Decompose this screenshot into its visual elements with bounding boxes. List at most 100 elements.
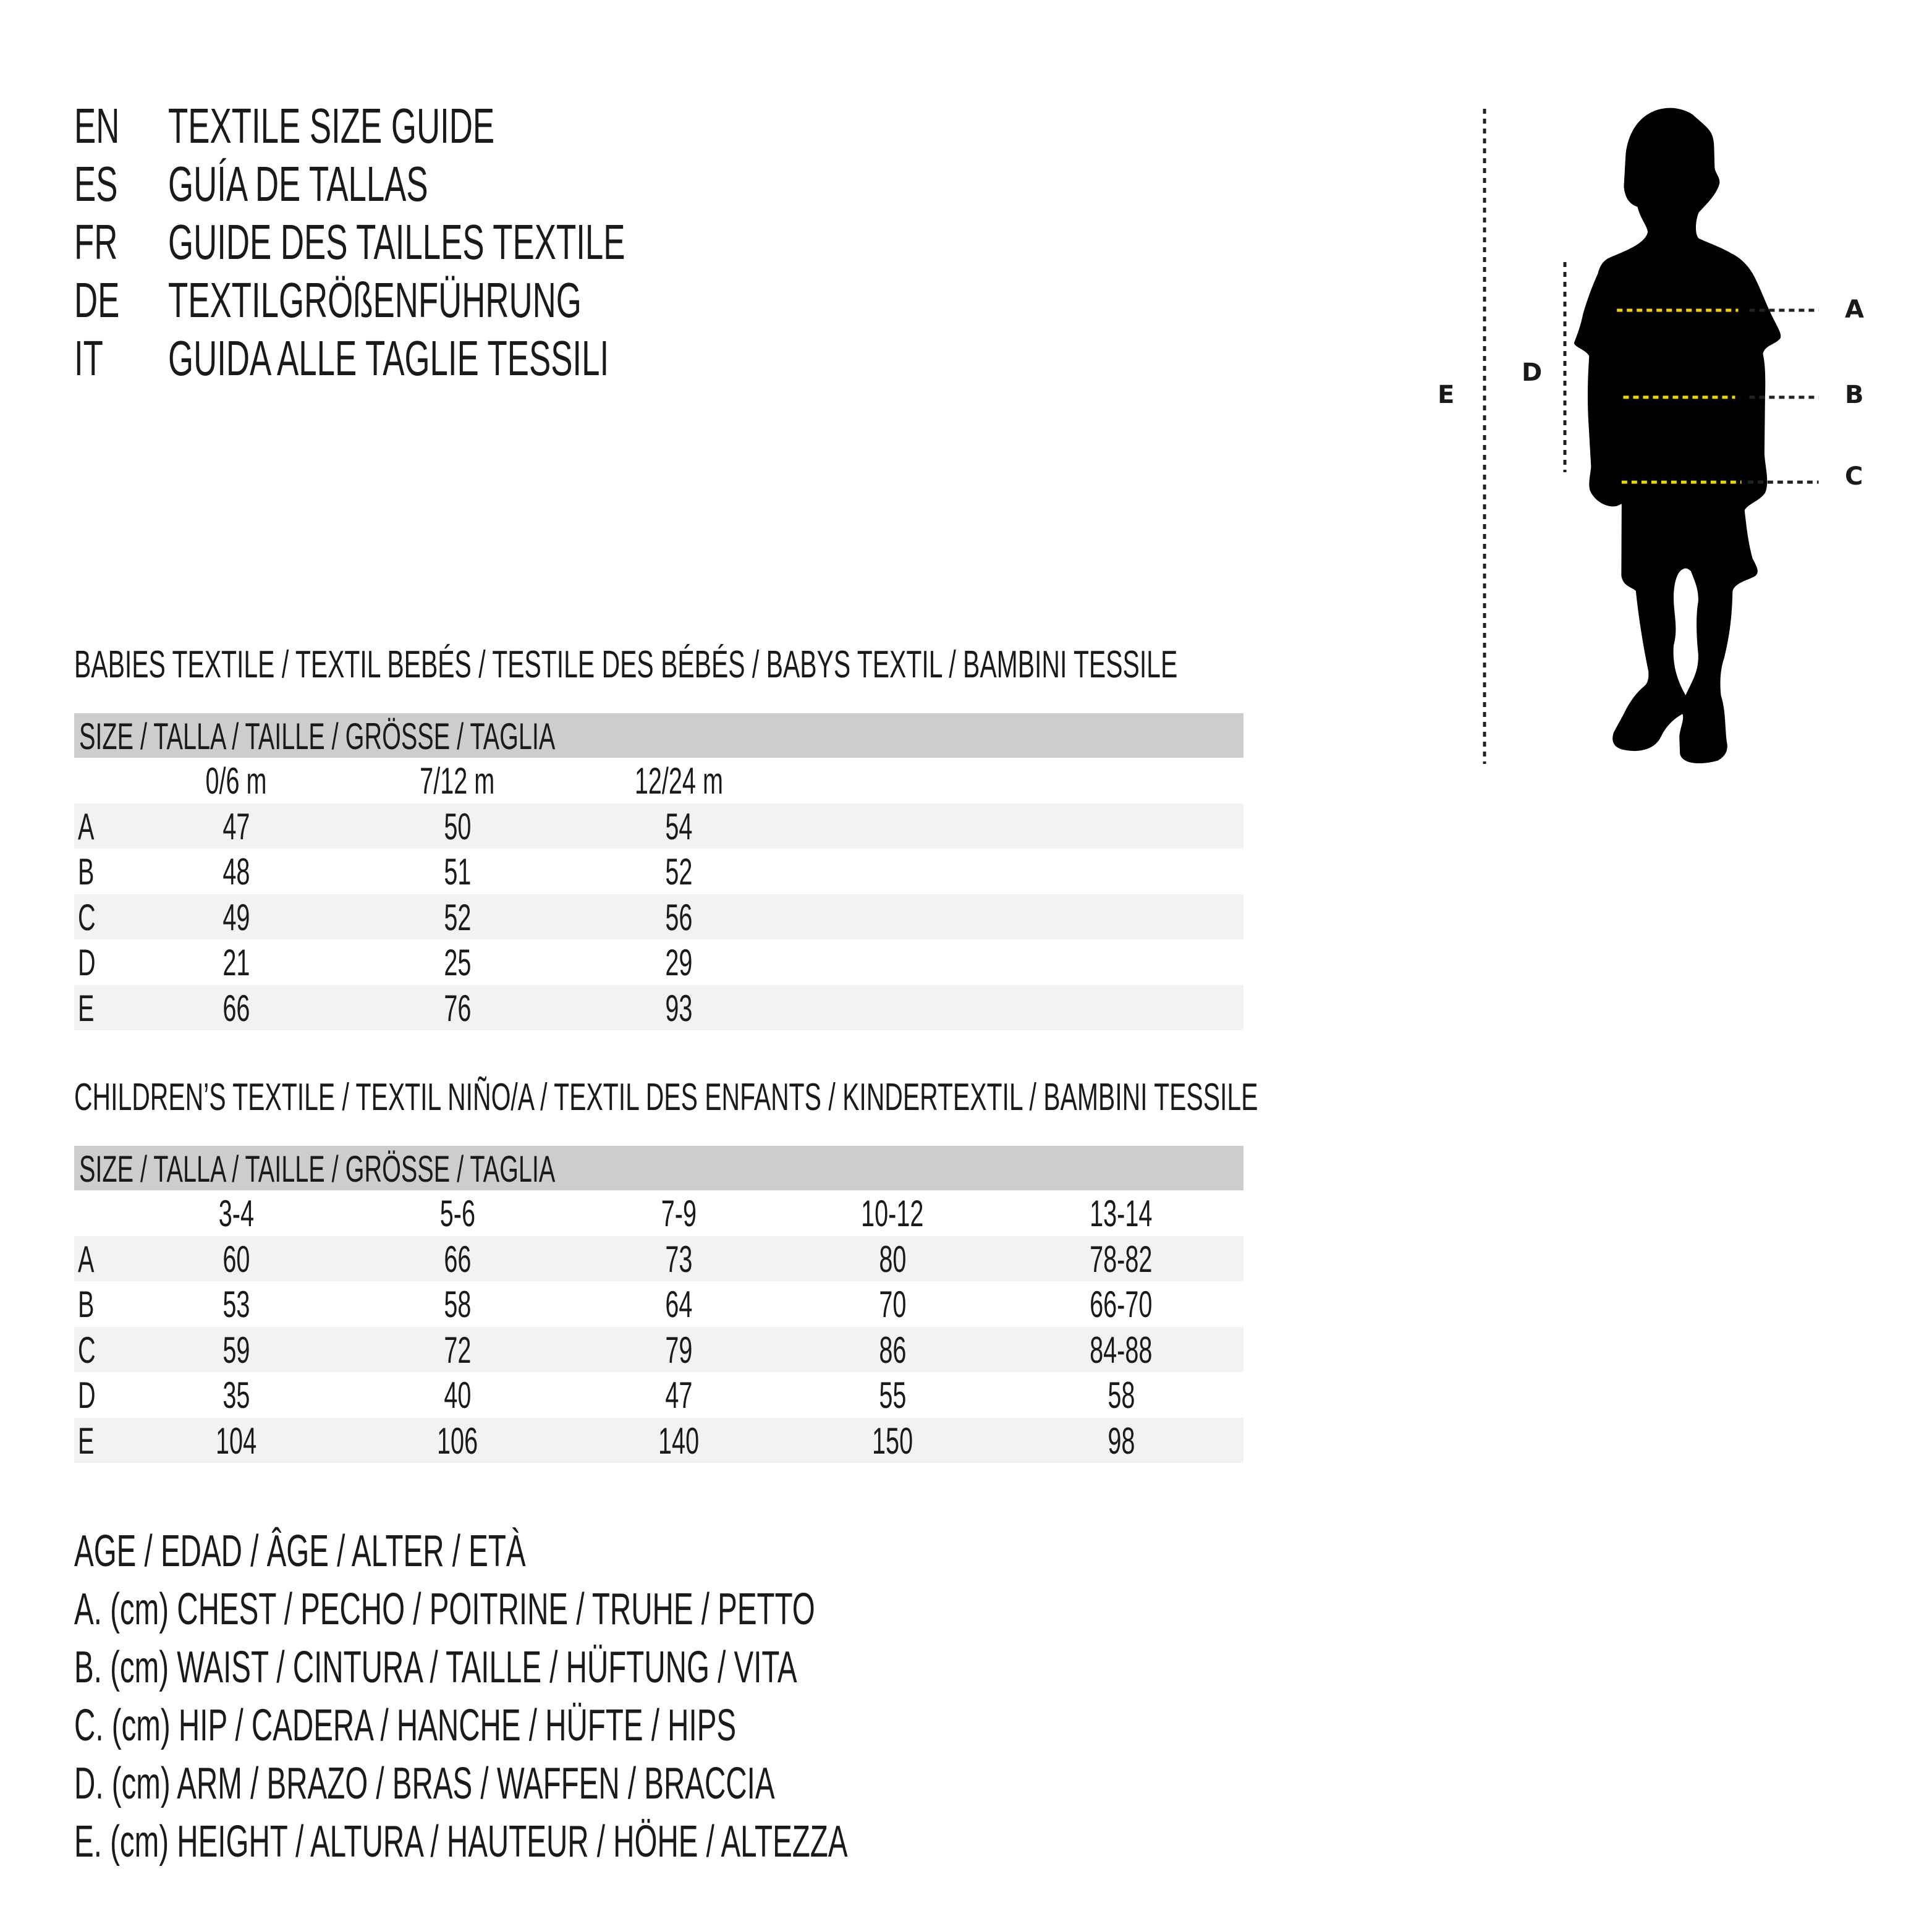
size-column-header: 3-4	[143, 1190, 329, 1237]
size-header-bar: SIZE / TALLA / TAILLE / GRÖSSE / TAGLIA	[74, 713, 1244, 758]
table-cell: 58	[365, 1281, 550, 1328]
legend-arm: D. (cm) ARM / BRAZO / BRAS / WAFFEN / BR…	[74, 1755, 1135, 1813]
table-cell: 47	[143, 803, 329, 850]
table-cell: 54	[586, 803, 771, 850]
lang-code: IT	[74, 331, 103, 386]
legend-waist: B. (cm) WAIST / CINTURA / TAILLE / HÜFTU…	[74, 1638, 1169, 1697]
lang-code: FR	[74, 214, 118, 269]
table-cell: 56	[586, 894, 771, 941]
table-row: C 49 52 56	[74, 894, 1244, 941]
table-cell: 66-70	[1028, 1281, 1214, 1328]
label-e: E	[1438, 381, 1455, 409]
cell-value: 76	[443, 987, 472, 1029]
table-cell: 59	[143, 1327, 329, 1374]
table-cell: 29	[586, 939, 771, 986]
table-cell: 64	[586, 1281, 771, 1328]
row-label: A	[78, 1236, 103, 1283]
legend-text: AGE / EDAD / ÂGE / ALTER / ETÀ	[74, 1527, 526, 1576]
cell-value: 47	[664, 1375, 693, 1416]
table-cell: 86	[800, 1327, 985, 1374]
cell-value: 21	[222, 942, 250, 983]
row-label-text: C	[78, 1329, 96, 1371]
size-column-header: 7/12 m	[365, 758, 550, 805]
table-cell: 21	[143, 939, 329, 986]
lang-code: ES	[74, 156, 118, 211]
size-header-text: SIZE / TALLA / TAILLE / GRÖSSE / TAGLIA	[79, 1148, 556, 1190]
legend-text: D. (cm) ARM / BRAZO / BRAS / WAFFEN / BR…	[74, 1759, 775, 1808]
row-label: A	[78, 803, 103, 850]
cell-value: 58	[443, 1284, 472, 1325]
cell-value: 51	[443, 851, 472, 892]
table-cell: 78-82	[1028, 1236, 1214, 1283]
table-row: B 48 51 52	[74, 849, 1244, 894]
lang-code: DE	[74, 273, 120, 328]
cell-value: 29	[664, 942, 693, 983]
title-text: TEXTILE SIZE GUIDE	[168, 98, 495, 153]
cell-value: 60	[222, 1238, 250, 1280]
legend-text: C. (cm) HIP / CADERA / HANCHE / HÜFTE / …	[74, 1701, 737, 1750]
row-label-text: A	[78, 1238, 95, 1280]
row-label-text: B	[78, 851, 95, 892]
cell-value: 93	[664, 987, 693, 1029]
title-text: GUÍA DE TALLAS	[168, 156, 428, 211]
row-label-text: D	[78, 1375, 96, 1416]
size-column-text: 12/24 m	[634, 760, 723, 802]
table-cell: 150	[800, 1418, 985, 1465]
size-column-text: 7-9	[661, 1193, 697, 1234]
cell-value: 104	[215, 1420, 257, 1462]
legend-text: A. (cm) CHEST / PECHO / POITRINE / TRUHE…	[74, 1585, 815, 1634]
table-cell: 52	[365, 894, 550, 941]
babies-size-table: SIZE / TALLA / TAILLE / GRÖSSE / TAGLIA …	[74, 713, 1244, 1030]
cell-value: 47	[222, 805, 250, 847]
children-heading: CHILDREN’S TEXTILE / TEXTIL NIÑO/A / TEX…	[74, 1073, 1868, 1122]
legend-age: AGE / EDAD / ÂGE / ALTER / ETÀ	[74, 1522, 758, 1580]
table-row: A 60 66 73 80 78-82	[74, 1235, 1244, 1283]
table-cell: 70	[800, 1281, 985, 1328]
row-label-text: C	[78, 896, 96, 938]
table-cell: 25	[365, 939, 550, 986]
cell-value: 64	[664, 1284, 693, 1325]
table-row: D 35 40 47 55 58	[74, 1372, 1244, 1418]
table-cell: 80	[800, 1236, 985, 1283]
row-label-text: D	[78, 942, 96, 983]
cell-value: 55	[878, 1375, 907, 1416]
cell-value: 150	[871, 1420, 913, 1462]
size-column-header: 12/24 m	[586, 758, 771, 805]
cell-value: 84-88	[1090, 1329, 1153, 1371]
size-header-bar: SIZE / TALLA / TAILLE / GRÖSSE / TAGLIA	[74, 1146, 1244, 1190]
table-cell: 49	[143, 894, 329, 941]
cell-value: 80	[878, 1238, 907, 1280]
table-cell: 98	[1028, 1418, 1214, 1465]
table-cell: 66	[143, 985, 329, 1032]
table-cell: 104	[143, 1418, 329, 1465]
row-label: B	[78, 849, 103, 896]
size-column-header-row: 3-4 5-6 7-9 10-12 13-14	[74, 1190, 1244, 1236]
row-label: D	[78, 939, 104, 986]
size-header-text: SIZE / TALLA / TAILLE / GRÖSSE / TAGLIA	[79, 716, 556, 757]
legend-text: B. (cm) WAIST / CINTURA / TAILLE / HÜFTU…	[74, 1643, 797, 1692]
cell-value: 66	[443, 1238, 472, 1280]
row-label: B	[78, 1281, 103, 1328]
size-column-header: 5-6	[365, 1190, 550, 1237]
cell-value: 25	[443, 942, 472, 983]
size-column-header: 13-14	[1028, 1190, 1214, 1237]
table-cell: 47	[586, 1372, 771, 1419]
size-column-header: 0/6 m	[143, 758, 329, 805]
cell-value: 73	[664, 1238, 693, 1280]
children-size-table: SIZE / TALLA / TAILLE / GRÖSSE / TAGLIA …	[74, 1146, 1244, 1463]
row-label: E	[78, 985, 103, 1032]
table-cell: 84-88	[1028, 1327, 1214, 1374]
table-cell: 50	[365, 803, 550, 850]
size-column-text: 0/6 m	[205, 760, 267, 802]
cell-value: 56	[664, 896, 693, 938]
table-cell: 72	[365, 1327, 550, 1374]
cell-value: 53	[222, 1284, 250, 1325]
size-column-text: 7/12 m	[420, 760, 495, 802]
row-label: C	[78, 1327, 104, 1374]
table-cell: 93	[586, 985, 771, 1032]
lang-code: EN	[74, 98, 120, 153]
row-label: C	[78, 894, 104, 941]
label-b: B	[1845, 381, 1864, 409]
cell-value: 52	[664, 851, 693, 892]
